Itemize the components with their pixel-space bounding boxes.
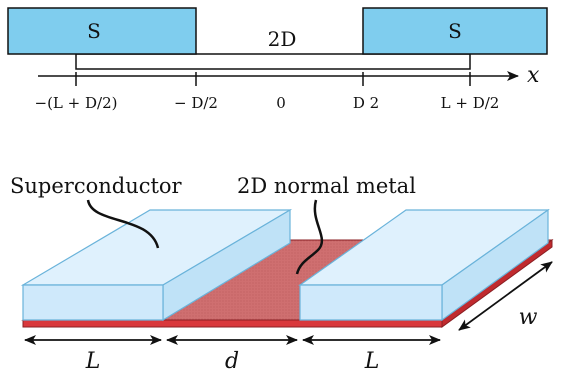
normal-metal-pointer [295, 199, 324, 275]
superconductor-label: Superconductor [10, 174, 183, 198]
dimension-label-d: d [225, 349, 239, 374]
tick-label-5: L + D/2 [441, 94, 500, 112]
top-panel: S S 2D x −(L + D/2) − D/2 0 D 2 L + D/2 [7, 7, 548, 112]
superconductor-pointer [86, 199, 160, 249]
normal-metal-label: 2D normal metal [237, 174, 416, 198]
dimension-label-L-left: L [85, 349, 101, 374]
tick-label-3: 0 [276, 94, 286, 112]
right-contact-label: S [448, 19, 462, 43]
right-block-front [299, 284, 443, 321]
right-superconductor-block [298, 208, 550, 322]
dimension-arrow-w [458, 261, 553, 331]
tick-label-4: D 2 [353, 94, 379, 112]
tick-label-2: − D/2 [174, 94, 218, 112]
left-contact-label: S [87, 19, 101, 43]
two-d-strip [75, 53, 471, 70]
left-block-front [22, 284, 164, 321]
x-axis-label: x [527, 63, 540, 88]
tick-label-1: −(L + D/2) [35, 94, 118, 112]
two-d-label: 2D [268, 27, 297, 51]
right-superconductor-contact [362, 7, 548, 55]
left-superconductor-block [20, 208, 293, 322]
dimension-label-w: w [519, 305, 538, 330]
normal-metal-front-edge [22, 319, 443, 328]
bottom-panel: Superconductor 2D normal metal L d L w [10, 174, 554, 374]
left-superconductor-contact [7, 7, 197, 55]
dimension-label-L-right: L [364, 349, 380, 374]
